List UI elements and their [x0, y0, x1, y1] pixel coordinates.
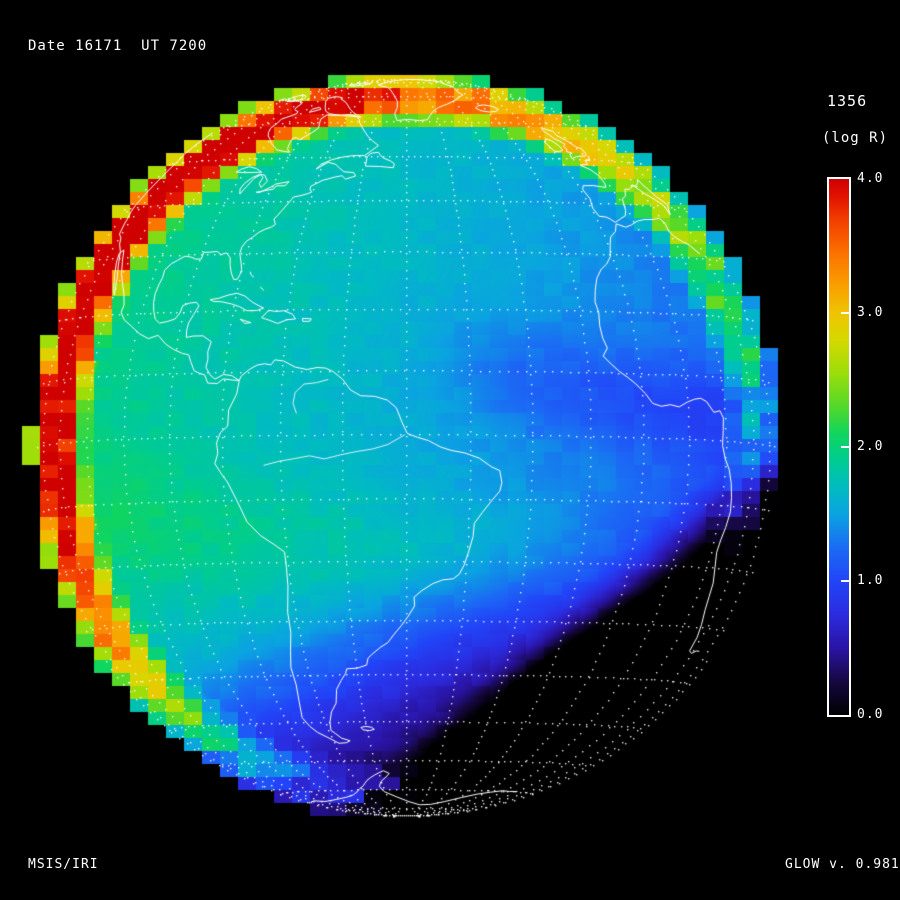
model-label: MSIS/IRI: [28, 857, 99, 872]
colorbar-tick-label: 4.0: [857, 171, 884, 186]
colorbar-tick-mark: [841, 580, 849, 582]
colorbar-tick-label: 1.0: [857, 573, 884, 588]
version-label: GLOW v. 0.981: [785, 857, 900, 872]
colorbar-title: 1356: [827, 92, 868, 110]
colorbar-tick-label: 3.0: [857, 305, 884, 320]
colorbar-tick-mark: [841, 446, 849, 448]
colorbar-tick-label: 2.0: [857, 439, 884, 454]
date-ut-label: Date 16171 UT 7200: [28, 38, 208, 54]
colorbar-units-label: (log R): [822, 130, 889, 146]
colorbar-tick-label: 0.0: [857, 707, 884, 722]
colorbar-tick-mark: [841, 312, 849, 314]
